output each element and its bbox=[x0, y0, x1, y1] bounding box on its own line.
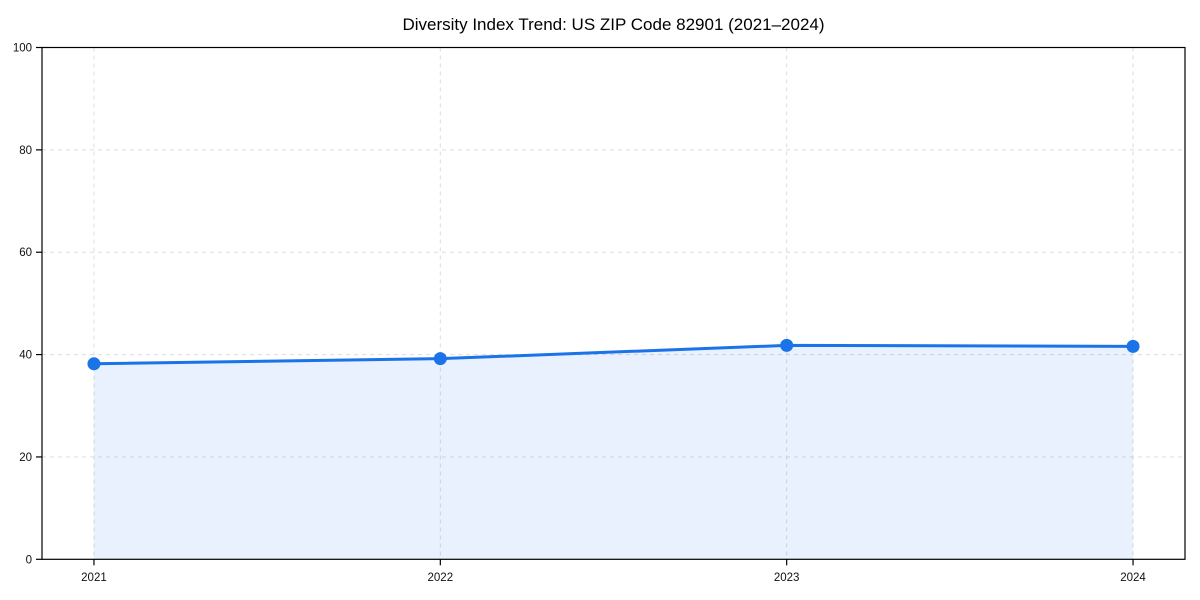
y-tick-label: 40 bbox=[19, 350, 32, 362]
area-fill-layer bbox=[93, 345, 1134, 560]
y-tick-label: 0 bbox=[26, 554, 32, 566]
x-tick-label: 2024 bbox=[1120, 572, 1146, 584]
gridlines bbox=[42, 47, 1185, 560]
tick-label-layer: 0 20 40 60 80 100 2021 2022 2023 2024 bbox=[13, 43, 1147, 584]
x-tick-label: 2021 bbox=[81, 572, 107, 584]
y-tick-label: 100 bbox=[13, 43, 32, 55]
area-fill bbox=[93, 345, 1134, 560]
data-point-2021 bbox=[87, 357, 101, 371]
x-tick-label: 2023 bbox=[774, 572, 800, 584]
data-point-2023 bbox=[780, 338, 794, 352]
y-tick-label: 20 bbox=[19, 452, 32, 464]
x-tick-label: 2022 bbox=[428, 572, 454, 584]
data-point-layer bbox=[87, 338, 1140, 371]
plot-border bbox=[41, 46, 1186, 560]
axes-layer bbox=[36, 46, 1186, 566]
data-point-2024 bbox=[1126, 339, 1140, 353]
data-point-2022 bbox=[433, 352, 447, 366]
y-tick-label: 80 bbox=[19, 145, 32, 157]
chart-title: Diversity Index Trend: US ZIP Code 82901… bbox=[402, 15, 824, 34]
trend-line-layer bbox=[92, 343, 1135, 366]
y-tick-label: 60 bbox=[19, 247, 32, 259]
trend-line bbox=[92, 343, 1135, 366]
